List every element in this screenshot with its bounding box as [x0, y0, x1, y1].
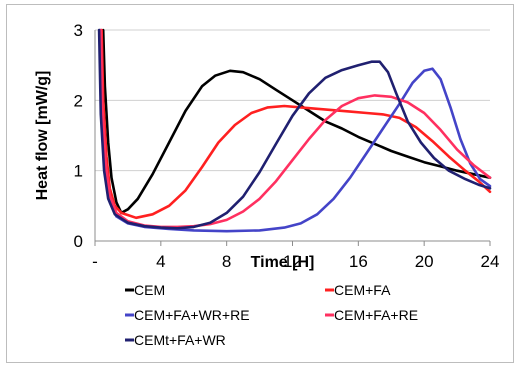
- x-tick-label: 4: [156, 252, 165, 271]
- x-tick-label: 16: [349, 252, 368, 271]
- x-tick-label: 12: [283, 252, 302, 271]
- y-tick-label: 0: [74, 232, 83, 251]
- legend-label: CEM+FA+RE: [334, 307, 418, 323]
- y-tick-label: 3: [74, 21, 83, 40]
- legend-label: CEM+FA+WR+RE: [134, 307, 250, 323]
- x-tick-label: 8: [222, 252, 231, 271]
- series-line-3: [98, 28, 492, 233]
- series-line-5: [97, 28, 492, 230]
- series-line-4: [99, 28, 492, 229]
- x-tick-label: 24: [481, 252, 500, 271]
- series-layer: [97, 28, 492, 233]
- x-tick-label: 20: [415, 252, 434, 271]
- y-axis-title: Heat flow [mW/g]: [34, 71, 51, 201]
- x-tick-label: -: [92, 252, 98, 271]
- legend-label: CEM: [134, 282, 165, 298]
- chart-frame: -4 8 12 16 20 24 0 1 2 3 Time [H] Heat flow [mW/g…: [6, 4, 514, 363]
- x-axis-title: Time [H]: [251, 254, 315, 271]
- y-tick-label: 1: [74, 162, 83, 181]
- legend-label: CEM+FA: [334, 282, 391, 298]
- axes: [94, 30, 491, 246]
- legend: CEM CEM+FA CEM+FA+WR+RE CEM+FA+RE CEMt+FA+WR: [125, 282, 418, 348]
- y-tick-label: 2: [74, 91, 83, 110]
- series-line-2: [100, 28, 492, 220]
- legend-label: CEMt+FA+WR: [134, 332, 226, 348]
